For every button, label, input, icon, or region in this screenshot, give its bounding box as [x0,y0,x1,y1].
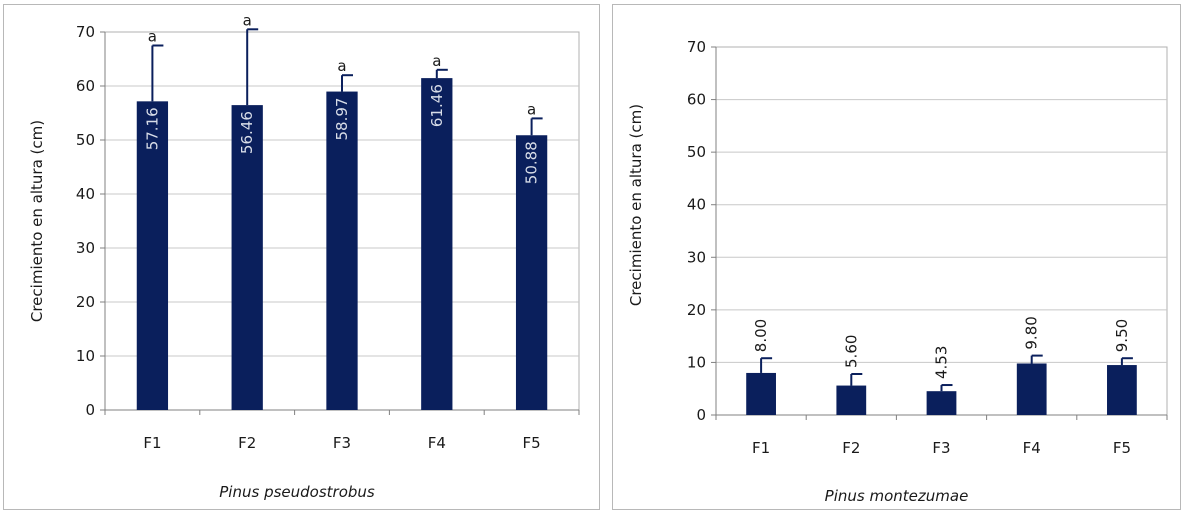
x-category-label-f1: F1 [143,434,161,452]
bar-chart-pinus-montezumae: 0 10 20 30 40 50 60 70 8.00 F1 5.60 F2 4.53 F3 9.80 F4 9… [627,38,1168,505]
data-label-f3: 58.97 [333,98,351,141]
y-tick-label: 40 [76,185,95,203]
data-label-f1: 8.00 [752,319,770,352]
x-category-label-f1: F1 [752,439,770,457]
y-tick-label: 50 [76,131,95,149]
y-tick-label: 40 [687,196,706,214]
bar-f3 [326,91,358,410]
y-tick-label: 20 [687,301,706,319]
y-tick-label: 30 [76,239,95,257]
significance-label-f2: a [243,11,252,29]
y-tick-label: 70 [76,23,95,41]
x-category-label-f3: F3 [333,434,351,452]
x-category-label-f4: F4 [1023,439,1041,457]
y-axis-title: Crecimiento en altura (cm) [627,104,645,306]
y-tick-label: 0 [696,406,706,424]
bar-f5 [1107,365,1137,415]
y-tick-label: 10 [687,353,706,371]
bar-f3 [926,391,957,415]
bar-f4 [1016,363,1047,415]
y-tick-label: 60 [76,77,95,95]
x-category-label-f2: F2 [842,439,860,457]
x-category-label-f5: F5 [523,434,541,452]
significance-label-f4: a [432,52,441,70]
x-axis-title: Pinus montezumae [825,487,969,505]
data-label-f4: 9.80 [1023,316,1041,349]
chart-panel-pinus-pseudostrobus: 0 10 20 30 40 50 60 70 57.16 a F1 56.46 a F2 58.97 a F3 6… [3,4,600,510]
bar-chart-pinus-pseudostrobus: 0 10 20 30 40 50 60 70 57.16 a F1 56.46 a F2 58.97 a F3 6… [28,11,580,501]
y-tick-label: 60 [687,91,706,109]
significance-label-f1: a [148,28,157,46]
bar-f5 [515,135,548,411]
bar-f1 [136,101,169,410]
data-label-f1: 57.16 [143,107,161,150]
bar-f1 [746,372,776,415]
significance-label-f3: a [337,57,346,75]
plot-area [715,46,1168,416]
y-tick-label: 20 [76,293,95,311]
data-label-f5: 9.50 [1113,319,1131,352]
data-label-f2: 56.46 [238,111,256,154]
chart-panel-pinus-montezumae: 0 10 20 30 40 50 60 70 8.00 F1 5.60 F2 4.53 F3 9.80 F4 9… [612,4,1181,510]
data-label-f3: 4.53 [933,346,951,379]
data-label-f4: 61.46 [428,84,446,127]
y-tick-label: 30 [687,248,706,266]
data-label-f5: 50.88 [523,141,541,184]
bar-f2 [231,105,263,410]
y-tick-label: 10 [76,347,95,365]
bar-f2 [836,385,867,415]
x-category-label-f3: F3 [932,439,950,457]
y-tick-label: 50 [687,143,706,161]
data-label-f2: 5.60 [842,335,860,368]
significance-label-f5: a [527,100,536,118]
y-axis-title: Crecimiento en altura (cm) [28,120,46,322]
y-tick-label: 70 [687,38,706,56]
x-category-label-f4: F4 [428,434,446,452]
x-category-label-f2: F2 [238,434,256,452]
x-category-label-f5: F5 [1113,439,1131,457]
y-tick-label: 0 [85,401,95,419]
bar-f4 [421,78,453,410]
x-axis-title: Pinus pseudostrobus [219,483,375,501]
